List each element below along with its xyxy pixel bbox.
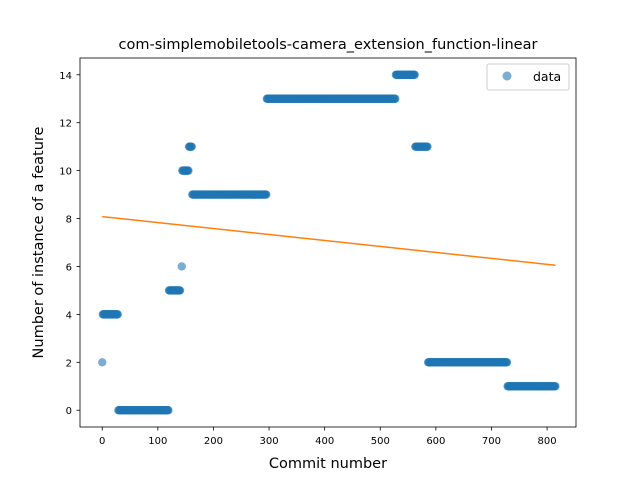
data-point bbox=[175, 286, 185, 295]
x-tick-label: 700 bbox=[482, 436, 501, 447]
x-tick-label: 800 bbox=[538, 436, 557, 447]
y-tick-label: 8 bbox=[66, 215, 72, 226]
data-point bbox=[113, 310, 123, 319]
data-point bbox=[184, 166, 193, 175]
x-tick-label: 600 bbox=[426, 436, 445, 447]
chart-title: com-simplemobiletools-camera_extension_f… bbox=[119, 37, 538, 53]
y-tick-label: 14 bbox=[59, 71, 72, 82]
data-point bbox=[187, 142, 196, 151]
x-tick-label: 300 bbox=[260, 436, 279, 447]
data-point bbox=[98, 358, 107, 367]
y-tick-label: 4 bbox=[66, 310, 72, 321]
x-tick-label: 200 bbox=[204, 436, 223, 447]
fit-line bbox=[102, 215, 556, 267]
data-point bbox=[502, 358, 512, 367]
x-axis-label: Commit number bbox=[269, 456, 387, 472]
data-point bbox=[423, 142, 432, 151]
y-tick-label: 2 bbox=[66, 358, 72, 369]
legend-label-data: data bbox=[533, 69, 561, 84]
data-point bbox=[262, 190, 271, 199]
y-tick-label: 12 bbox=[59, 119, 72, 130]
x-tick-label: 400 bbox=[315, 436, 334, 447]
data-layer bbox=[98, 70, 560, 415]
data-point bbox=[177, 262, 186, 271]
data-point bbox=[551, 382, 560, 391]
x-tick-label: 0 bbox=[99, 436, 105, 447]
data-point bbox=[410, 70, 419, 79]
y-tick-label: 0 bbox=[66, 406, 72, 417]
axes-layer: 0 100 200 300 400 500 600 700 800 0 2 4 6 8 10 12 14 bbox=[59, 57, 577, 447]
x-tick-label: 100 bbox=[148, 436, 167, 447]
y-tick-label: 6 bbox=[66, 262, 72, 273]
legend-marker-data bbox=[502, 71, 512, 81]
data-point bbox=[391, 94, 400, 103]
y-axis-label: Number of instance of a feature bbox=[31, 126, 47, 358]
legend-box bbox=[486, 63, 570, 91]
legend: data bbox=[486, 63, 570, 91]
data-point bbox=[164, 406, 173, 415]
y-tick-label: 10 bbox=[59, 167, 72, 178]
plot-frame bbox=[79, 57, 577, 428]
x-tick-label: 500 bbox=[371, 436, 390, 447]
